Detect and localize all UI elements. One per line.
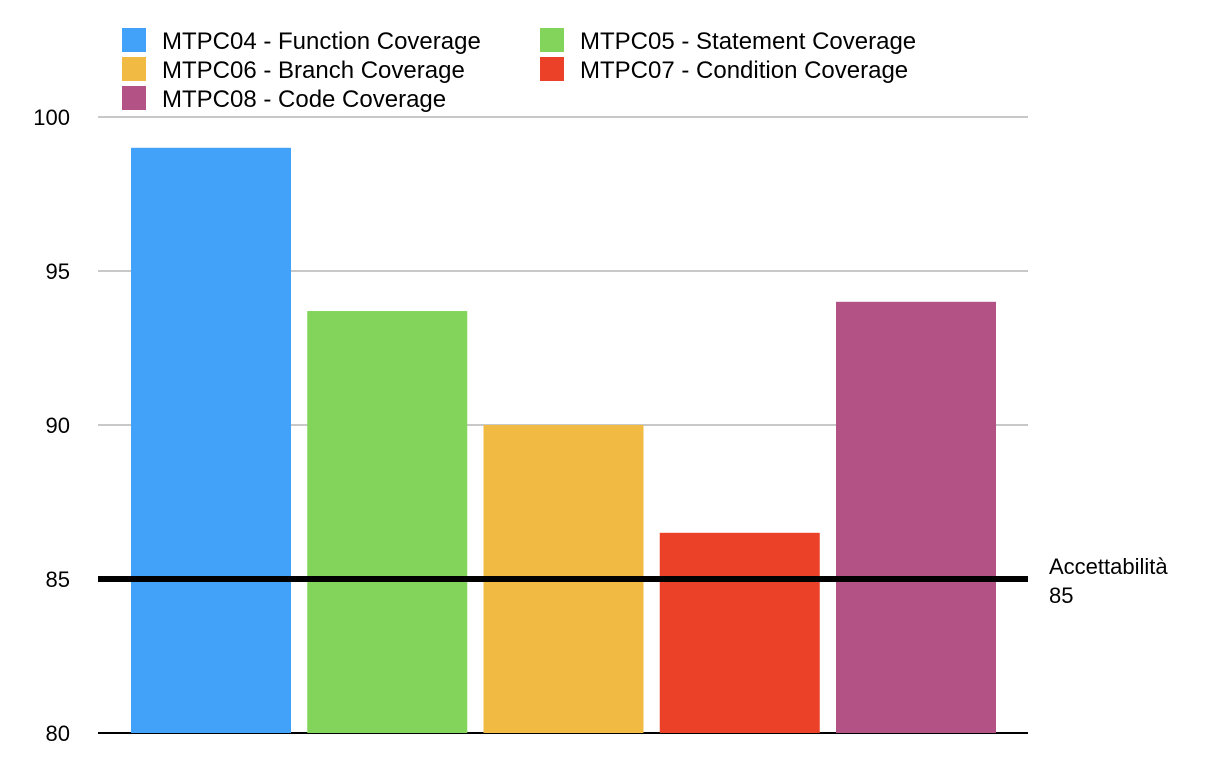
legend-swatch	[540, 28, 564, 52]
y-tick-label: 85	[46, 567, 70, 592]
legend-label: MTPC04 - Function Coverage	[162, 28, 481, 55]
y-tick-label: 80	[46, 721, 70, 746]
y-tick-label: 95	[46, 259, 70, 284]
bar-mtpc08	[836, 301, 996, 733]
legend-label: MTPC07 - Condition Coverage	[580, 57, 908, 84]
legend-label: MTPC06 - Branch Coverage	[162, 57, 465, 84]
threshold-label-line1: Accettabilità	[1049, 554, 1168, 579]
y-tick-label: 90	[46, 413, 70, 438]
bar-mtpc07	[659, 532, 820, 733]
threshold-label-line2: 85	[1049, 583, 1073, 608]
legend-label: MTPC05 - Statement Coverage	[580, 28, 916, 55]
bars	[131, 147, 996, 734]
legend-swatch	[122, 86, 146, 110]
legend-label: MTPC08 - Code Coverage	[162, 86, 446, 113]
legend-swatch	[122, 57, 146, 81]
legend-swatch	[540, 57, 564, 81]
bar-mtpc05	[307, 311, 468, 733]
bar-mtpc04	[131, 147, 291, 734]
threshold-line-group: Accettabilità 85	[98, 554, 1168, 608]
legend-swatch	[122, 28, 146, 52]
legend: MTPC04 - Function Coverage MTPC05 - State…	[122, 28, 916, 113]
y-tick-label: 100	[33, 105, 70, 130]
y-axis-ticks: 80 85 90 95 100	[33, 105, 70, 746]
